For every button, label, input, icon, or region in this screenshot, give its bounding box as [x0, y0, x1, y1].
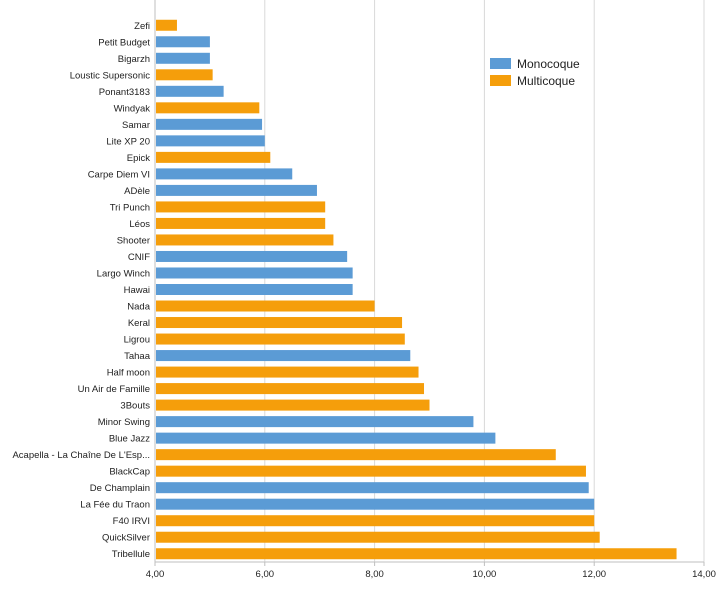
- category-label: Largo Winch: [97, 268, 150, 279]
- bar-multicoque: [156, 234, 334, 246]
- x-tick-label: 10,00: [473, 569, 497, 580]
- category-label: Samar: [122, 120, 150, 131]
- bar-monocoque: [156, 36, 210, 48]
- bar-multicoque: [156, 102, 260, 114]
- bar-multicoque: [156, 317, 403, 329]
- category-label: Loustic Supersonic: [70, 70, 151, 81]
- category-label: Shooter: [117, 235, 150, 246]
- x-tick-label: 8,00: [365, 569, 384, 580]
- category-label: Ligrou: [124, 335, 150, 346]
- category-label: Léos: [129, 219, 150, 230]
- category-label: Windyak: [114, 103, 151, 114]
- bar-monocoque: [156, 432, 496, 444]
- category-label: F40 IRVI: [113, 516, 150, 527]
- category-label: Epick: [127, 153, 150, 164]
- bar-multicoque: [156, 531, 600, 543]
- category-label: Tahaa: [124, 351, 151, 362]
- grid-lines: [154, 0, 705, 562]
- category-label: ADèle: [124, 186, 150, 197]
- legend-swatch: [490, 75, 511, 86]
- bar-multicoque: [156, 151, 271, 163]
- category-label: QuickSilver: [102, 533, 150, 544]
- category-label: Hawai: [124, 285, 150, 296]
- bar-multicoque: [156, 383, 425, 395]
- category-label: Minor Swing: [98, 417, 150, 428]
- bar-multicoque: [156, 548, 677, 560]
- bar-monocoque: [156, 135, 265, 147]
- category-label: Keral: [128, 318, 150, 329]
- category-label: Tribellule: [112, 549, 150, 560]
- category-label: Half moon: [107, 368, 150, 379]
- bar-monocoque: [156, 416, 474, 428]
- legend-swatch: [490, 58, 511, 69]
- bar-multicoque: [156, 366, 419, 378]
- legend-label: Multicoque: [517, 74, 575, 88]
- category-label: Bigarzh: [118, 54, 150, 65]
- category-label: Carpe Diem VI: [88, 169, 150, 180]
- bar-multicoque: [156, 465, 586, 477]
- bar-monocoque: [156, 184, 317, 196]
- bar-monocoque: [156, 350, 411, 362]
- x-tick-label: 12,00: [582, 569, 606, 580]
- legend: Monocoque Multicoque: [490, 57, 580, 88]
- bar-monocoque: [156, 118, 263, 130]
- bar-multicoque: [156, 333, 405, 345]
- category-label: Un Air de Famille: [78, 384, 150, 395]
- x-tick-label: 14,00: [692, 569, 716, 580]
- bar-multicoque: [156, 217, 326, 229]
- category-label: Zefi: [134, 21, 150, 32]
- bar-monocoque: [156, 284, 353, 295]
- category-label: BlackCap: [109, 467, 150, 478]
- x-axis-ticks: 4,00 6,00 8,00 10,00 12,00 14,00: [146, 561, 716, 580]
- category-label: Tri Punch: [110, 202, 150, 213]
- category-label: Acapella - La Chaîne De L'Esp...: [12, 450, 150, 461]
- bar-multicoque: [156, 515, 595, 527]
- bar-monocoque: [156, 267, 353, 279]
- bars: [156, 19, 677, 560]
- bar-monocoque: [156, 482, 589, 494]
- bar-multicoque: [156, 19, 177, 31]
- category-labels: Zefi Petit Budget Bigarzh Loustic Supersoni…: [12, 21, 150, 560]
- category-label: Lite XP 20: [106, 136, 150, 147]
- category-label: CNIF: [128, 252, 150, 263]
- bar-monocoque: [156, 85, 224, 97]
- category-label: De Champlain: [90, 483, 150, 494]
- bar-multicoque: [156, 201, 326, 213]
- bar-monocoque: [156, 250, 348, 262]
- category-label: Blue Jazz: [109, 434, 150, 445]
- category-label: La Fée du Traon: [80, 500, 150, 511]
- bar-multicoque: [156, 399, 430, 411]
- category-label: Nada: [127, 302, 150, 313]
- bar-multicoque: [156, 449, 556, 461]
- category-label: Petit Budget: [98, 37, 150, 48]
- x-tick-label: 4,00: [146, 569, 165, 580]
- category-label: Ponant3183: [99, 87, 150, 98]
- bar-monocoque: [156, 498, 595, 510]
- legend-label: Monocoque: [517, 57, 580, 71]
- bar-monocoque: [156, 52, 210, 64]
- bar-multicoque: [156, 69, 213, 81]
- bar-monocoque: [156, 168, 293, 180]
- x-tick-label: 6,00: [256, 569, 275, 580]
- category-label: 3Bouts: [120, 401, 150, 412]
- bar-multicoque: [156, 300, 375, 312]
